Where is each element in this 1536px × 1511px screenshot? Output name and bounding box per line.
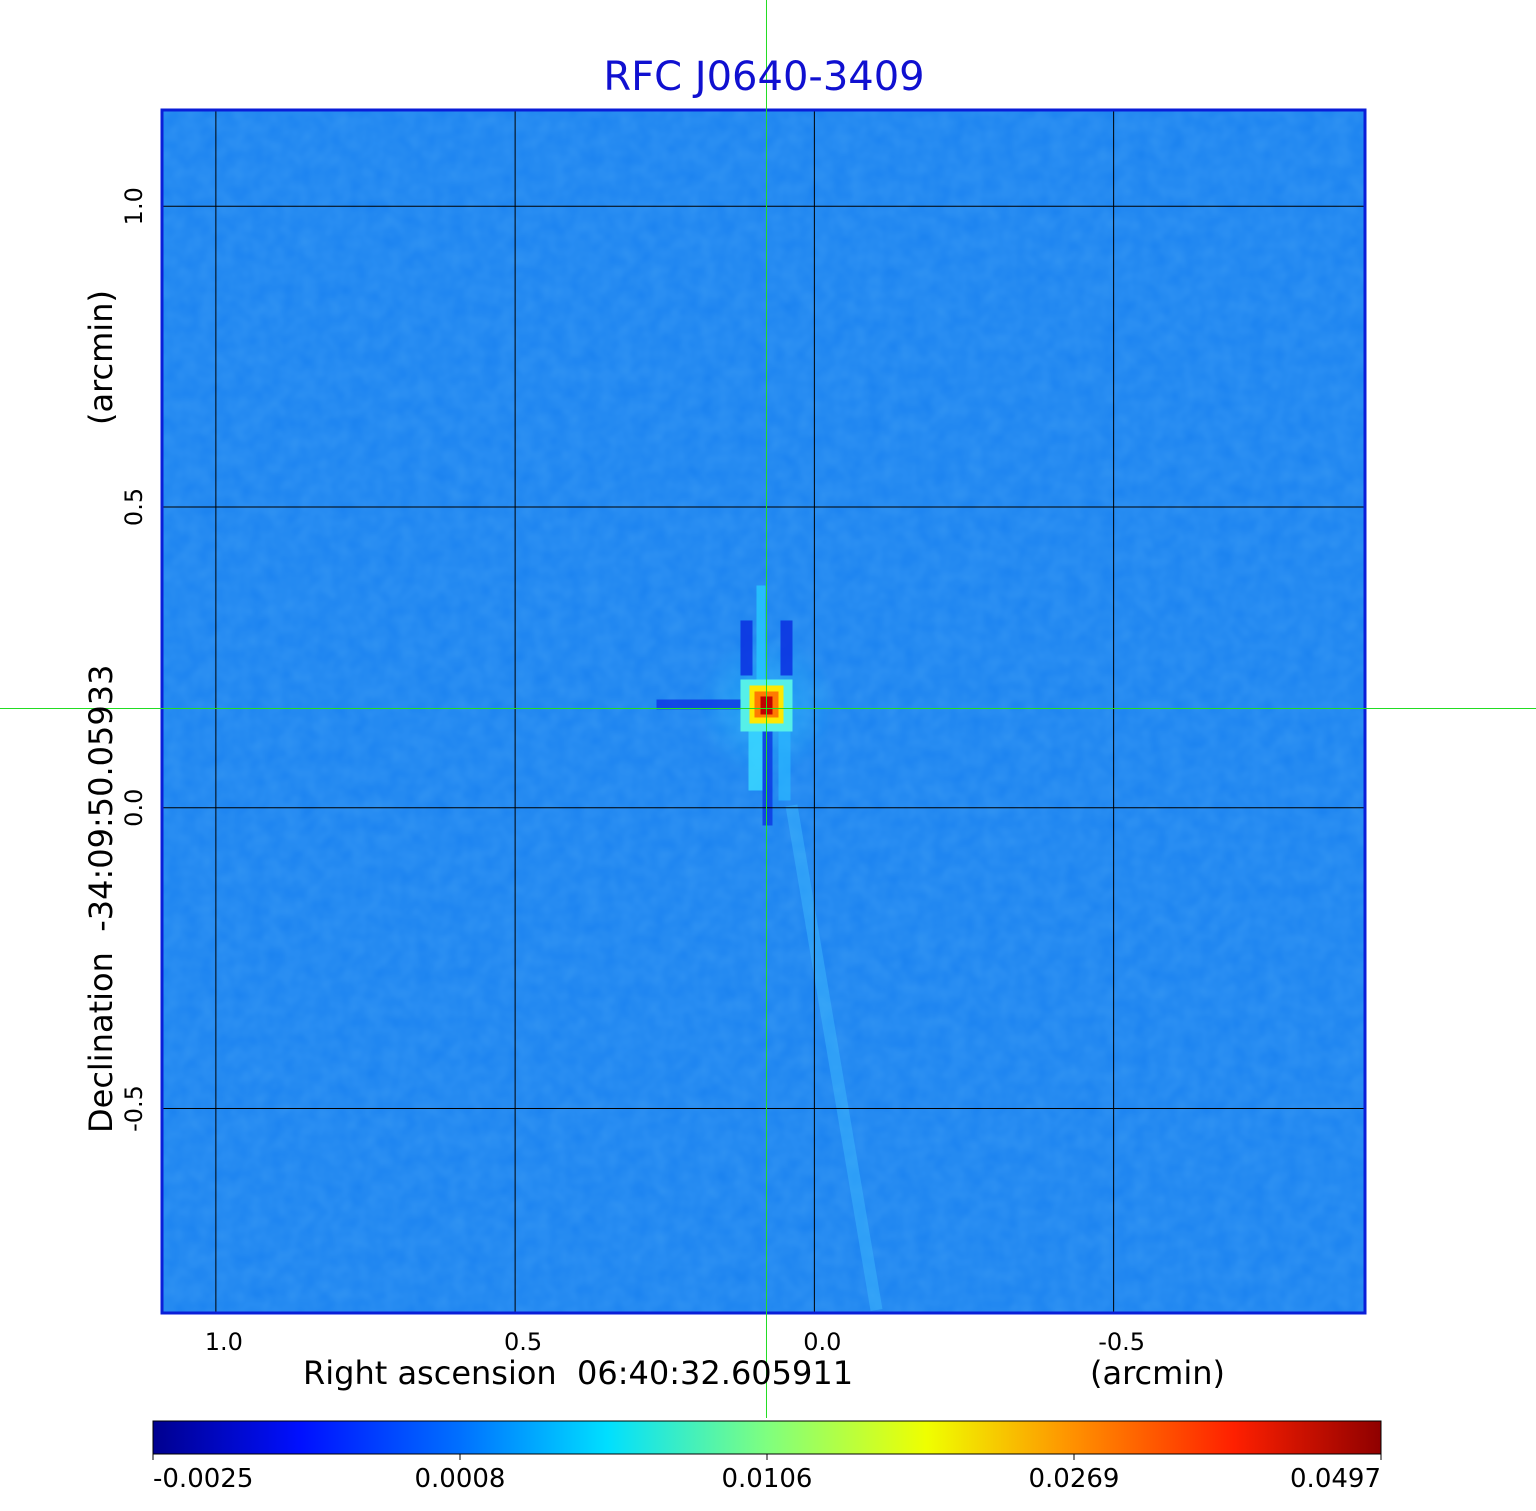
sidelobe-south-east	[778, 730, 791, 801]
y-axis-unit: (arcmin)	[82, 290, 120, 425]
colorbar-tick-label: 0.0106	[722, 1464, 813, 1494]
negative-lobe-south	[762, 730, 773, 826]
coordinate-grid	[162, 110, 1365, 1313]
x-tick-labels: 1.0 0.5 0.0 -0.5	[205, 1328, 1145, 1356]
x-axis-label: Right ascension 06:40:32.605911	[303, 1354, 853, 1392]
negative-lobe-west	[656, 699, 742, 710]
colorbar-tick-label: 0.0008	[415, 1464, 506, 1494]
x-tick-label: 1.0	[205, 1328, 243, 1356]
colorbar-tick-label: 0.0269	[1029, 1464, 1120, 1494]
y-tick-label: -0.5	[120, 1085, 148, 1132]
y-tick-labels: 1.0 0.5 0.0 -0.5	[120, 187, 148, 1132]
y-tick-label: 1.0	[120, 187, 148, 225]
sidelobe-south-west	[748, 730, 763, 791]
sidelobe-north	[756, 585, 766, 681]
colorbar-tick-label: -0.0025	[153, 1464, 253, 1494]
plot-frame	[160, 108, 1367, 1315]
crosshair	[0, 0, 1536, 1418]
colorbar	[152, 1420, 1382, 1455]
colorbar-tick-label: 0.0497	[1290, 1464, 1381, 1494]
x-tick-label: -0.5	[1098, 1328, 1145, 1356]
y-tick-label: 0.5	[120, 488, 148, 526]
negative-lobe-ne	[780, 620, 793, 676]
chart-title: RFC J0640-3409	[603, 54, 924, 100]
negative-lobe-nw	[740, 620, 753, 676]
y-axis-label: Declination -34:09:50.05933	[82, 665, 120, 1133]
x-tick-label: 0.0	[803, 1328, 841, 1356]
y-tick-label: 0.0	[120, 789, 148, 827]
colorbar-tick-labels: -0.0025 0.0008 0.0106 0.0269 0.0497	[152, 1454, 1382, 1494]
diagonal-streak	[785, 804, 883, 1311]
x-tick-label: 0.5	[504, 1328, 542, 1356]
x-axis-unit: (arcmin)	[1090, 1354, 1225, 1392]
